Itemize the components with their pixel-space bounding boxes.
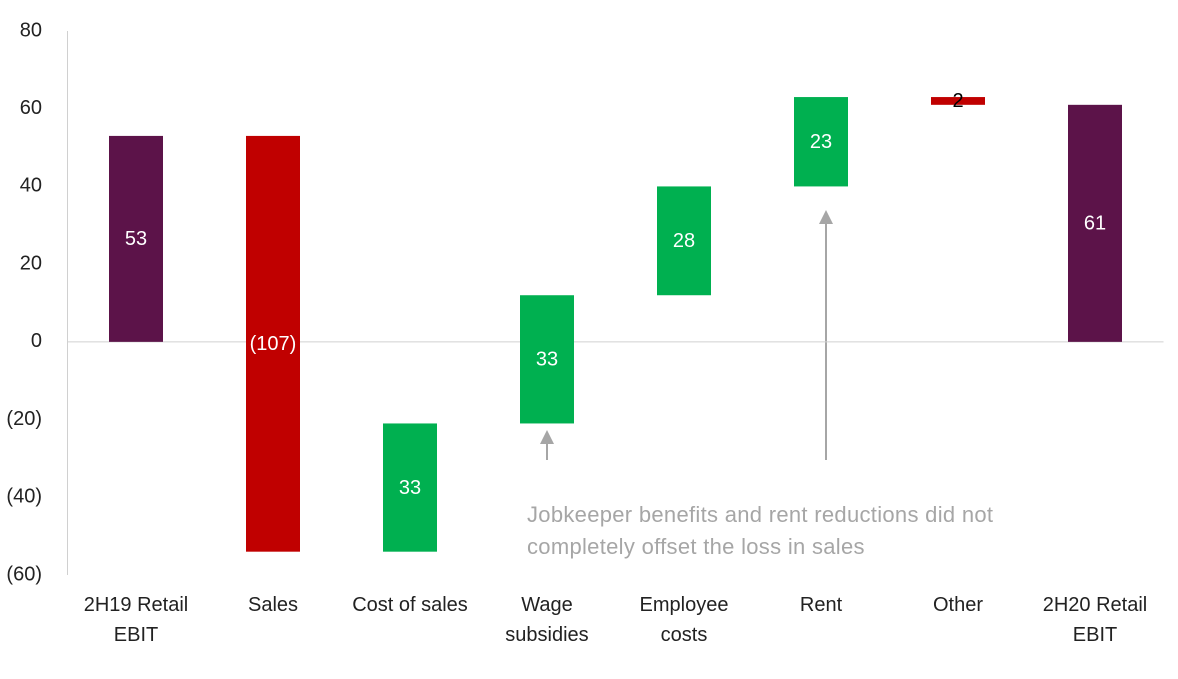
value-label: 33 — [399, 477, 421, 499]
x-tick-label: Sales — [247, 594, 299, 616]
x-tick-label: Employee costs — [639, 594, 729, 646]
bar — [1068, 104, 1122, 342]
y-tick-label: (40) — [6, 486, 42, 508]
x-tick-label: Wage subsidies — [505, 594, 589, 646]
bar — [657, 186, 711, 296]
y-tick-label: (20) — [6, 408, 42, 430]
value-label: 61 — [1084, 213, 1106, 235]
bar — [794, 97, 848, 187]
bar — [520, 295, 574, 424]
value-label: 33 — [536, 349, 558, 371]
value-label: 28 — [673, 230, 695, 252]
annotation: Jobkeeper benefits and rent reductions d… — [527, 502, 994, 559]
x-tick-label: Rent — [799, 594, 843, 616]
y-tick-label: 40 — [20, 175, 42, 197]
x-tick-label: 2H19 Retail EBIT — [83, 594, 189, 646]
bar — [931, 97, 985, 105]
y-tick-label: 80 — [20, 19, 42, 41]
y-tick-label: (60) — [6, 563, 42, 585]
value-label: 53 — [125, 228, 147, 250]
bar — [383, 423, 437, 552]
bar — [109, 135, 163, 342]
y-tick-label: 60 — [20, 97, 42, 119]
value-label: (107) — [250, 333, 297, 355]
arrow-head — [819, 210, 833, 224]
arrow-head — [540, 430, 554, 444]
y-tick-label: 0 — [31, 330, 42, 352]
value-label: 23 — [810, 131, 832, 153]
x-tick-label: Cost of sales — [352, 594, 468, 616]
bar — [246, 135, 300, 552]
y-tick-label: 20 — [20, 252, 42, 274]
x-tick-label: 2H20 Retail EBIT — [1042, 594, 1148, 646]
value-label: 2 — [952, 90, 963, 112]
x-tick-label: Other — [932, 594, 984, 616]
